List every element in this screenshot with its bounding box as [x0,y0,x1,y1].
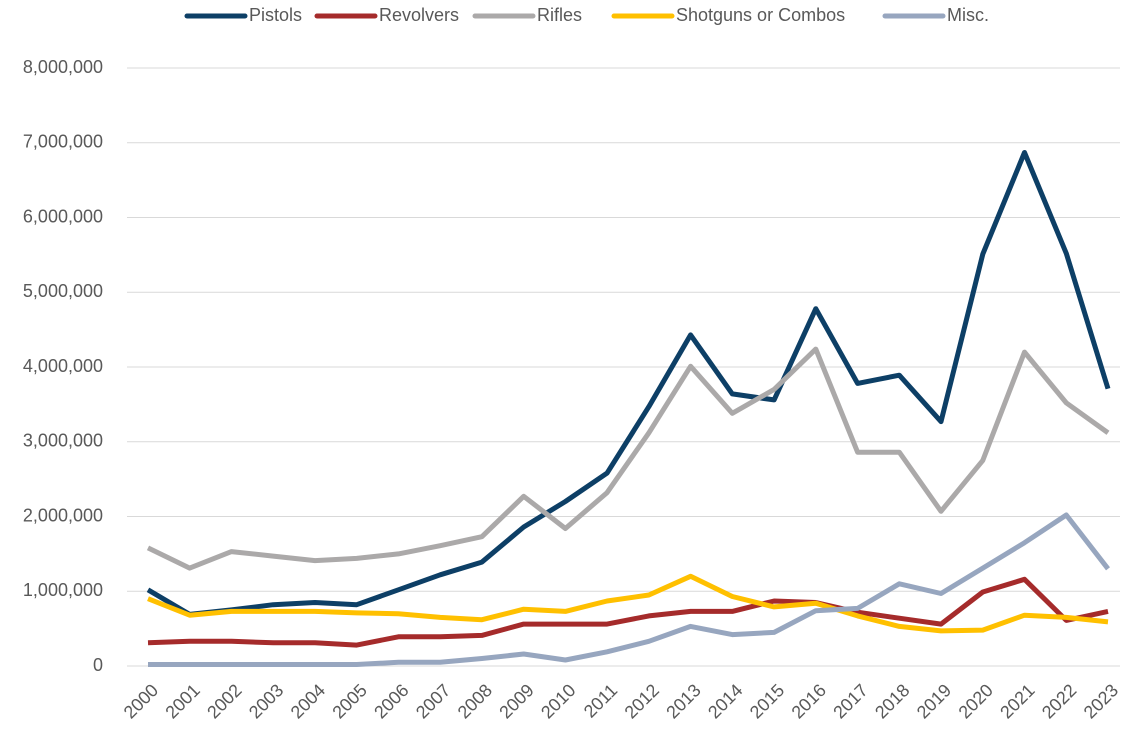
y-tick-label: 6,000,000 [23,206,103,226]
y-tick-label: 4,000,000 [23,356,103,376]
x-tick-label: 2001 [161,680,203,722]
x-tick-label: 2006 [370,680,412,722]
x-tick-label: 2017 [829,680,871,722]
x-tick-label: 2014 [704,680,746,722]
legend-label: Pistols [249,5,302,25]
x-tick-label: 2021 [996,680,1038,722]
y-tick-label: 1,000,000 [23,580,103,600]
series-line [147,576,1109,648]
x-tick-label: 2004 [287,680,329,722]
x-tick-label: 2016 [788,680,830,722]
x-tick-label: 2010 [537,680,579,722]
series-line [146,150,1111,617]
x-tick-label: 2003 [245,680,287,722]
x-tick-label: 2012 [621,680,663,722]
x-tick-label: 2020 [955,680,997,722]
y-tick-label: 0 [93,655,103,675]
legend-label: Rifles [537,5,582,25]
x-tick-label: 2019 [913,680,955,722]
series-line [146,346,1110,571]
x-tick-label: 2023 [1080,680,1122,722]
y-tick-label: 3,000,000 [23,431,103,451]
legend-label: Shotguns or Combos [676,5,845,25]
x-tick-label: 2015 [746,680,788,722]
x-tick-label: 2009 [495,680,537,722]
y-tick-label: 7,000,000 [23,132,103,152]
legend-label: Revolvers [379,5,459,25]
y-tick-label: 2,000,000 [23,505,103,525]
series-line [147,573,1109,634]
x-tick-label: 2022 [1038,680,1080,722]
series-line [148,512,1110,667]
legend-label: Misc. [947,5,989,25]
x-tick-label: 2018 [871,680,913,722]
x-tick-label: 2000 [120,680,162,722]
x-tick-label: 2005 [328,680,370,722]
y-tick-label: 5,000,000 [23,281,103,301]
x-tick-label: 2002 [203,680,245,722]
x-tick-label: 2013 [662,680,704,722]
x-tick-label: 2011 [580,680,622,722]
x-tick-label: 2008 [454,680,496,722]
x-tick-label: 2007 [412,680,454,722]
y-tick-label: 8,000,000 [23,57,103,77]
